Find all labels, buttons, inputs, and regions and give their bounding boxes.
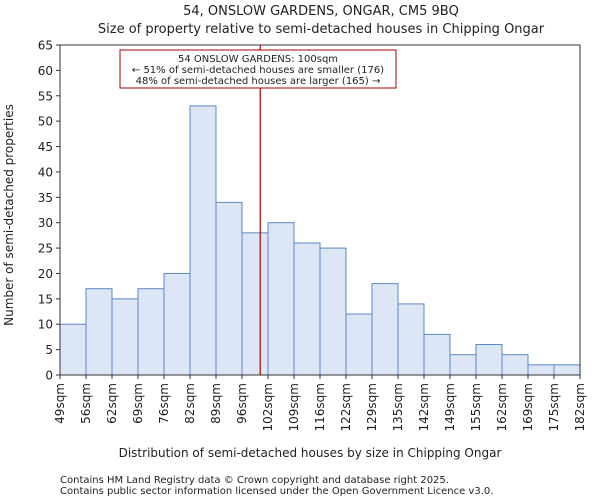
annotation-line-2: ← 51% of semi-detached houses are smalle… bbox=[132, 65, 384, 76]
x-tick-label: 69sqm bbox=[131, 383, 145, 424]
bar-102sqm bbox=[267, 222, 295, 376]
x-tick-label: 175sqm bbox=[547, 383, 561, 431]
x-tick-label: 122sqm bbox=[339, 383, 353, 431]
y-tick-label: 35 bbox=[38, 191, 53, 205]
bar-169sqm bbox=[527, 364, 555, 376]
y-tick-label: 15 bbox=[38, 292, 53, 306]
x-tick-label: 56sqm bbox=[79, 383, 93, 424]
bar-89sqm bbox=[215, 201, 243, 376]
bar-155sqm bbox=[475, 344, 503, 376]
annotation-line-3: 48% of semi-detached houses are larger (… bbox=[136, 76, 381, 87]
y-axis: 0 5 10 15 20 25 30 35 40 45 50 55 60 65 bbox=[38, 39, 60, 383]
x-tick-label: 82sqm bbox=[183, 383, 197, 424]
annotation-line-1: 54 ONSLOW GARDENS: 100sqm bbox=[178, 54, 338, 65]
plot-frame bbox=[59, 44, 581, 376]
x-axis-label: Distribution of semi-detached houses by … bbox=[119, 446, 502, 460]
x-tick-label: 129sqm bbox=[365, 383, 379, 431]
y-tick-label: 5 bbox=[45, 343, 53, 357]
x-tick-label: 149sqm bbox=[443, 383, 457, 431]
bar-175sqm bbox=[553, 364, 581, 376]
x-tick-label: 155sqm bbox=[469, 383, 483, 431]
chart-subtitle: Size of property relative to semi-detach… bbox=[98, 22, 545, 37]
y-tick-label: 65 bbox=[38, 39, 53, 53]
bar-109sqm bbox=[293, 242, 321, 376]
x-axis: 49sqm 56sqm 62sqm 69sqm 76sqm 82sqm 89sqm 96sqm… bbox=[53, 375, 587, 431]
x-tick-label: 135sqm bbox=[391, 383, 405, 431]
bar-142sqm bbox=[423, 333, 451, 376]
x-tick-label: 96sqm bbox=[235, 383, 249, 424]
bar-162sqm bbox=[501, 354, 529, 376]
y-tick-label: 10 bbox=[38, 318, 53, 332]
bar-69sqm bbox=[137, 288, 165, 376]
y-tick-label: 0 bbox=[45, 369, 53, 383]
x-tick-label: 182sqm bbox=[573, 383, 587, 431]
y-tick-label: 50 bbox=[38, 115, 53, 129]
y-tick-label: 25 bbox=[38, 242, 53, 256]
chart-title: 54, ONSLOW GARDENS, ONGAR, CM5 9BQ bbox=[183, 4, 459, 19]
x-tick-label: 102sqm bbox=[261, 383, 275, 431]
bar-149sqm bbox=[449, 354, 477, 376]
y-tick-label: 55 bbox=[38, 89, 53, 103]
y-axis-label: Number of semi-detached properties bbox=[2, 104, 16, 326]
x-tick-label: 62sqm bbox=[105, 383, 119, 424]
bar-122sqm bbox=[345, 313, 373, 376]
bar-129sqm bbox=[371, 283, 399, 376]
y-tick-label: 60 bbox=[38, 64, 53, 78]
x-tick-label: 162sqm bbox=[495, 383, 509, 431]
bar-82sqm bbox=[189, 105, 217, 376]
bar-49sqm bbox=[59, 323, 87, 376]
y-tick-label: 45 bbox=[38, 140, 53, 154]
bar-116sqm bbox=[319, 247, 347, 376]
x-tick-label: 109sqm bbox=[287, 383, 301, 431]
x-tick-label: 76sqm bbox=[157, 383, 171, 424]
annotation-box: 54 ONSLOW GARDENS: 100sqm ← 51% of semi-… bbox=[119, 49, 397, 89]
bar-76sqm bbox=[163, 272, 191, 376]
x-tick-label: 89sqm bbox=[209, 383, 223, 424]
bars bbox=[59, 105, 581, 376]
bar-56sqm bbox=[85, 288, 113, 376]
footer-line-2: Contains public sector information licen… bbox=[60, 486, 493, 497]
x-tick-label: 142sqm bbox=[417, 383, 431, 431]
bar-62sqm bbox=[111, 298, 139, 376]
x-tick-label: 116sqm bbox=[313, 383, 327, 431]
bar-96sqm bbox=[241, 232, 269, 376]
bar-135sqm bbox=[397, 303, 425, 376]
y-tick-label: 40 bbox=[38, 165, 53, 179]
y-tick-label: 20 bbox=[38, 267, 53, 281]
x-tick-label: 169sqm bbox=[521, 383, 535, 431]
x-tick-label: 49sqm bbox=[53, 383, 67, 424]
y-tick-label: 30 bbox=[38, 216, 53, 230]
footer-line-1: Contains HM Land Registry data © Crown c… bbox=[60, 475, 449, 486]
